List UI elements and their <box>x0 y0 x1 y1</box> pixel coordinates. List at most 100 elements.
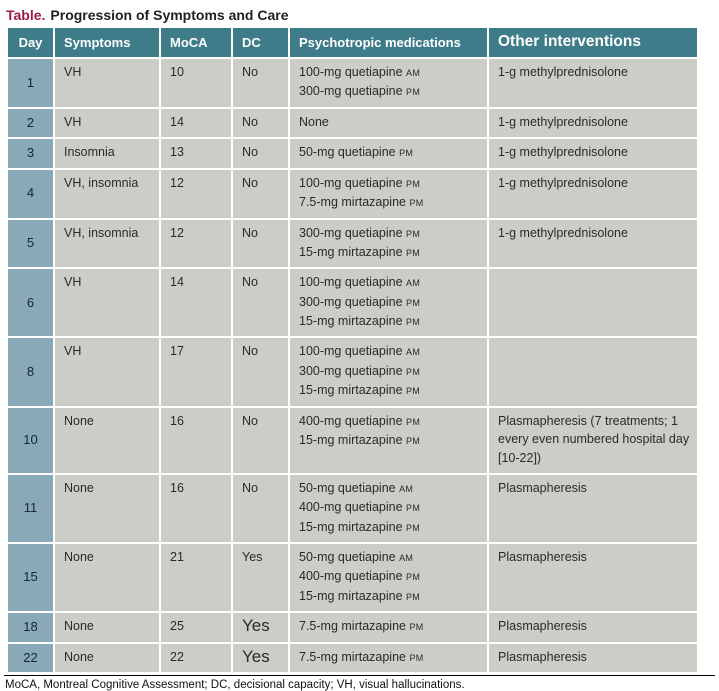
symptoms-cell: None <box>55 407 159 473</box>
table-title-label: Table. <box>6 7 46 23</box>
medication-period: PM <box>406 87 421 98</box>
table-row: 6 VH 14 No 100-mg quetiapine AM 300-mg quetia… <box>8 269 697 337</box>
medication-line: 15-mg mirtazapine PM <box>299 588 421 603</box>
table-row: 4 VH, insomnia 12 No 100-mg quetiapine PM 7.5… <box>8 169 697 218</box>
other-interventions-cell: 1-g methylprednisolone <box>489 169 697 218</box>
day-cell: 15 <box>8 543 53 611</box>
col-header-psychotropic-medications: Psychotropic medications <box>290 28 487 57</box>
medication-period: PM <box>406 247 421 258</box>
dc-cell: Yes <box>233 543 288 611</box>
other-interventions-cell: 1-g methylprednisolone <box>489 108 697 138</box>
dc-cell: No <box>233 59 288 107</box>
medication-line: None <box>299 114 329 129</box>
other-interventions-cell: Plasmapheresis <box>489 543 697 611</box>
medication-period: AM <box>406 278 421 289</box>
other-interventions-cell: Plasmapheresis (7 treatments; 1 every ev… <box>489 407 697 473</box>
dc-cell: No <box>233 474 288 542</box>
dc-cell: No <box>233 108 288 138</box>
medication-period: PM <box>406 572 421 583</box>
col-header-day: Day <box>8 28 53 57</box>
moca-cell: 16 <box>161 474 231 542</box>
medication-line: 7.5-mg mirtazapine PM <box>299 649 424 664</box>
table-row: 1 VH 10 No 100-mg quetiapine AM 300-mg quetia… <box>8 59 697 107</box>
symptoms-cell: VH <box>55 338 159 406</box>
medication-period: PM <box>406 317 421 327</box>
medication-line: 100-mg quetiapine AM <box>299 275 421 290</box>
symptoms-cell: VH <box>55 59 159 107</box>
medication-period: PM <box>406 591 421 602</box>
moca-cell: 25 <box>161 613 231 642</box>
abbreviations-footnote: MoCA, Montreal Cognitive Assessment; DC,… <box>5 679 465 691</box>
col-header-dc: DC <box>233 28 288 57</box>
table-row: 5 VH, insomnia 12 No 300-mg quetiapine PM 15-… <box>8 219 697 268</box>
medication-line: 100-mg quetiapine PM <box>299 175 421 190</box>
dc-cell: No <box>233 338 288 406</box>
medication-line: 300-mg quetiapine PM <box>299 84 421 99</box>
other-interventions-cell: 1-g methylprednisolone <box>489 139 697 168</box>
table-title-text: Progression of Symptoms and Care <box>50 7 289 23</box>
other-interventions-cell <box>489 269 697 337</box>
medications-cell: 100-mg quetiapine PM 7.5-mg mirtazapine P… <box>290 169 487 218</box>
symptoms-cell: None <box>55 613 159 642</box>
medication-period: AM <box>406 68 421 78</box>
day-cell: 3 <box>8 139 53 168</box>
medication-line: 400-mg quetiapine PM <box>299 413 421 428</box>
day-cell: 22 <box>8 643 53 672</box>
medication-period: PM <box>406 522 421 533</box>
medication-line: 50-mg quetiapine AM <box>299 480 414 495</box>
medication-line: 400-mg quetiapine PM <box>299 569 421 584</box>
day-cell: 6 <box>8 269 53 337</box>
medication-line: 50-mg quetiapine AM <box>299 549 414 564</box>
medication-period: PM <box>409 622 424 632</box>
symptoms-cell: VH <box>55 269 159 337</box>
table-figure: Table. Progression of Symptoms and Care D… <box>4 7 715 691</box>
medication-line: 15-mg mirtazapine PM <box>299 432 421 447</box>
medication-period: AM <box>399 483 414 494</box>
dc-cell: No <box>233 407 288 473</box>
day-cell: 2 <box>8 108 53 138</box>
medications-cell: 100-mg quetiapine AM 300-mg quetiapine PM… <box>290 338 487 406</box>
day-cell: 5 <box>8 219 53 268</box>
medication-period: AM <box>399 552 414 563</box>
medication-period: PM <box>406 178 421 189</box>
table-row: 11 None 16 No 50-mg quetiapine AM 400-mg quet… <box>8 474 697 542</box>
symptoms-cell: None <box>55 543 159 611</box>
medications-cell: 50-mg quetiapine AM 400-mg quetiapine PM 1… <box>290 474 487 542</box>
dc-cell: Yes <box>233 643 288 672</box>
day-cell: 1 <box>8 59 53 107</box>
moca-cell: 22 <box>161 643 231 672</box>
medication-line: 300-mg quetiapine PM <box>299 363 421 378</box>
dc-cell: Yes <box>233 613 288 642</box>
dc-cell: No <box>233 219 288 268</box>
medication-period: PM <box>409 652 424 663</box>
medications-cell: 7.5-mg mirtazapine PM <box>290 613 487 642</box>
table-row: 2 VH 14 No None 1-g methylprednisolone <box>8 108 697 138</box>
day-cell: 10 <box>8 407 53 473</box>
medication-period: PM <box>406 366 421 377</box>
medications-cell: 50-mg quetiapine PM <box>290 139 487 168</box>
moca-cell: 21 <box>161 543 231 611</box>
medications-cell: 7.5-mg mirtazapine PM <box>290 643 487 672</box>
medication-line: 400-mg quetiapine PM <box>299 500 421 515</box>
table-row: 15 None 21 Yes 50-mg quetiapine AM 400-mg que… <box>8 543 697 611</box>
table-row: 22 None 22 Yes 7.5-mg mirtazapine PM Plasmaph… <box>8 643 697 672</box>
medications-cell: 100-mg quetiapine AM 300-mg quetiapine PM… <box>290 269 487 337</box>
moca-cell: 13 <box>161 139 231 168</box>
day-cell: 11 <box>8 474 53 542</box>
medication-period: AM <box>406 347 421 358</box>
table-row: 8 VH 17 No 100-mg quetiapine AM 300-mg quetia… <box>8 338 697 406</box>
col-header-moca: MoCA <box>161 28 231 57</box>
moca-cell: 16 <box>161 407 231 473</box>
other-interventions-cell: 1-g methylprednisolone <box>489 219 697 268</box>
moca-cell: 14 <box>161 269 231 337</box>
symptoms-care-table: Day Symptoms MoCA DC Psychotropic medica… <box>6 26 699 674</box>
other-interventions-cell: Plasmapheresis <box>489 474 697 542</box>
moca-cell: 12 <box>161 169 231 218</box>
medication-period: PM <box>406 386 421 397</box>
day-cell: 4 <box>8 169 53 218</box>
medication-line: 7.5-mg mirtazapine PM <box>299 619 424 633</box>
medications-cell: 400-mg quetiapine PM 15-mg mirtazapine PM <box>290 407 487 473</box>
medication-period: PM <box>406 416 421 427</box>
moca-cell: 10 <box>161 59 231 107</box>
day-cell: 18 <box>8 613 53 642</box>
